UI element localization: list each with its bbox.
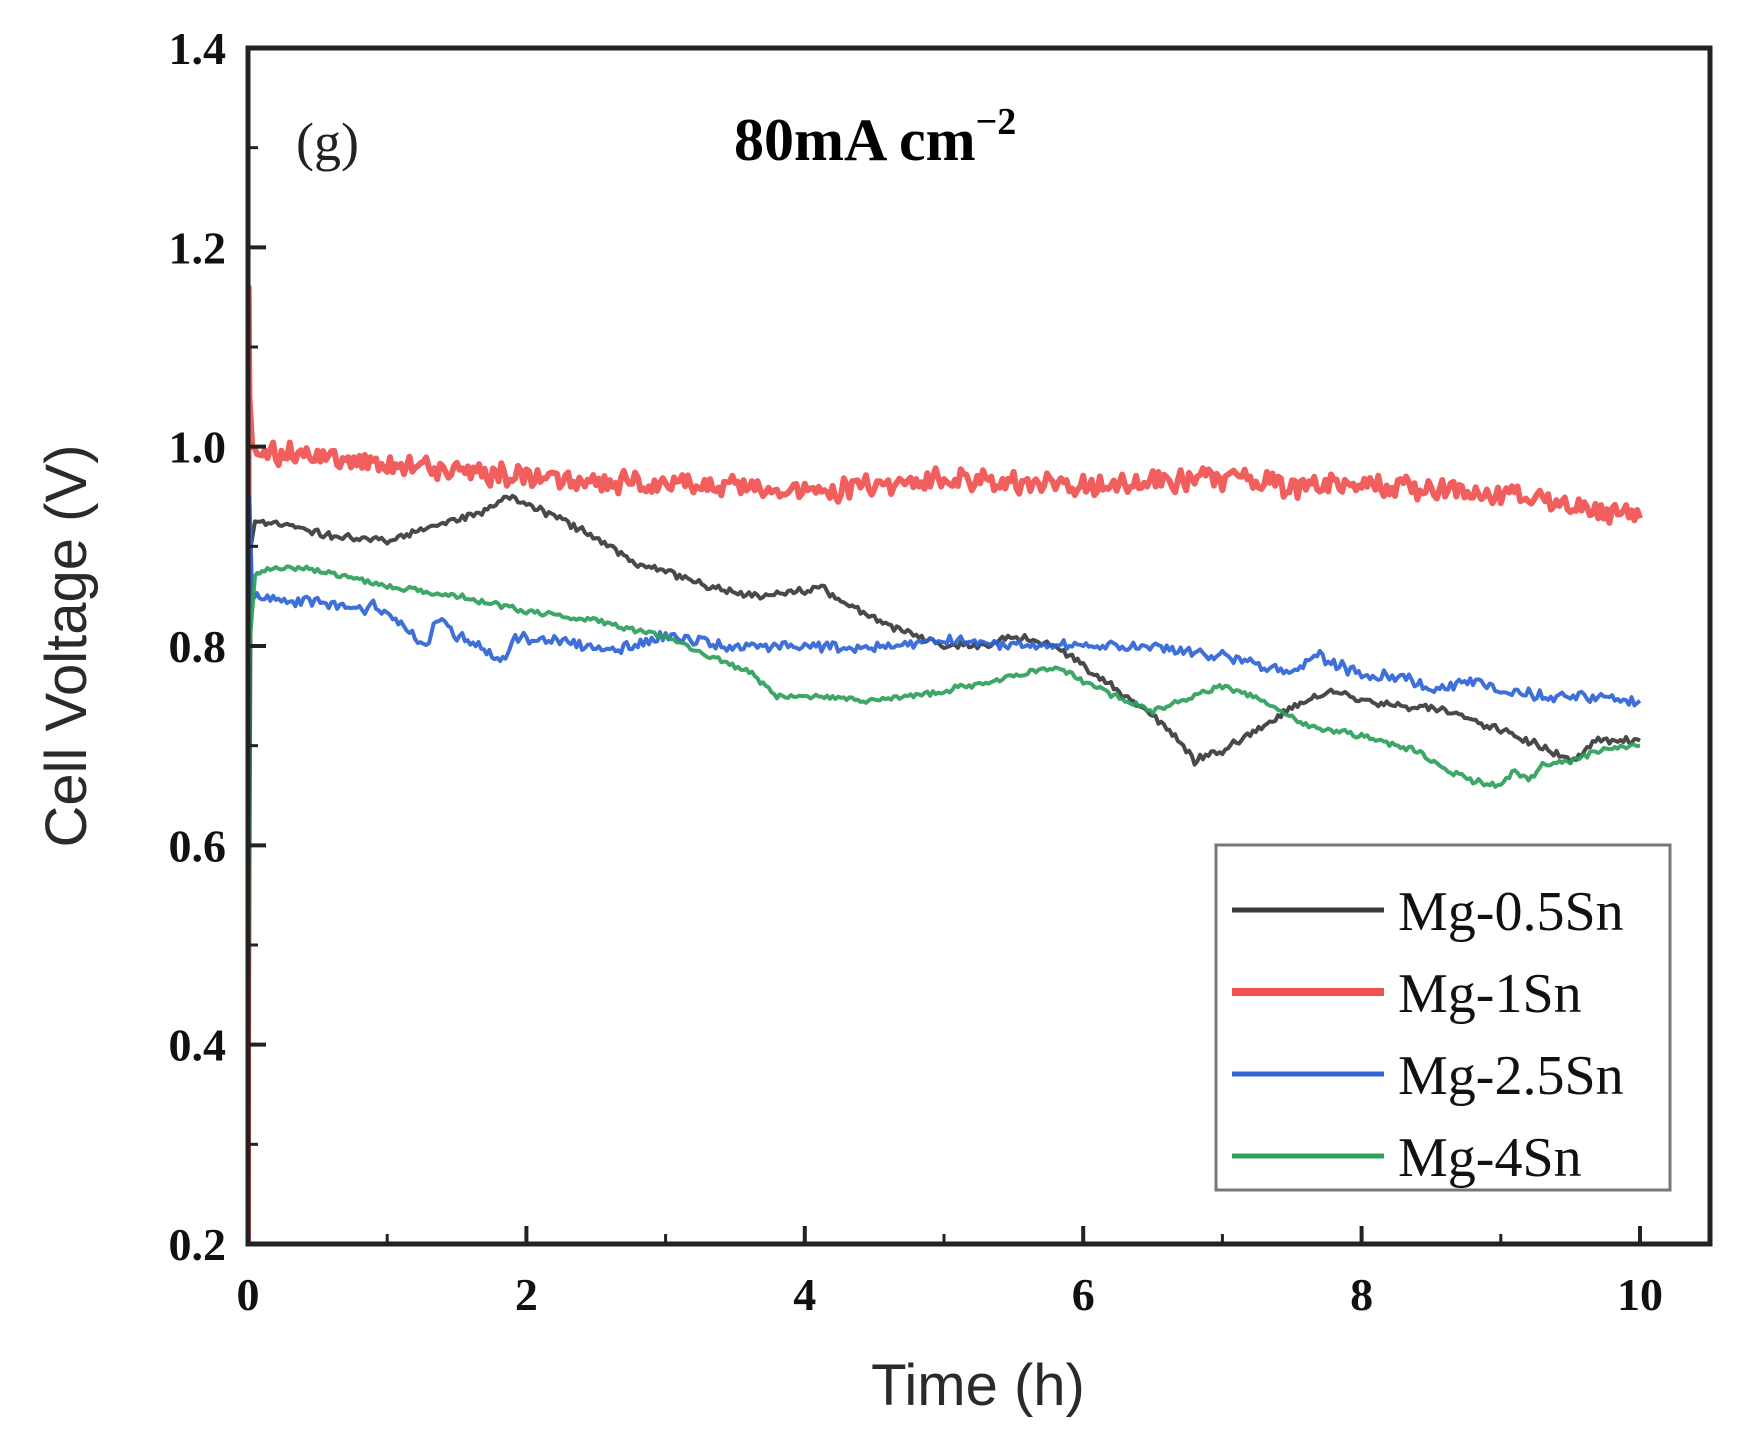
x-axis-title: Time (h)	[871, 1353, 1085, 1418]
x-tick-label: 4	[793, 1269, 816, 1320]
series-line-mg-2-5sn	[248, 494, 1642, 1065]
legend-label-mg-1sn: Mg-1Sn	[1398, 963, 1582, 1025]
y-tick-label: 1.2	[169, 222, 227, 273]
panel-label: (g)	[296, 112, 359, 172]
legend-label-mg-4sn: Mg-4Sn	[1398, 1127, 1582, 1189]
y-tick-label: 1.0	[169, 422, 227, 473]
y-tick-label: 0.8	[169, 621, 227, 672]
legend-label-mg-0-5sn: Mg-0.5Sn	[1398, 881, 1624, 943]
x-tick-label: 8	[1350, 1269, 1373, 1320]
x-tick-label: 0	[237, 1269, 260, 1320]
legend-box	[1214, 843, 1672, 1192]
x-tick-label: 6	[1072, 1269, 1095, 1320]
ticks-layer: 0 2 4 6 8 10 0.2 0.4 0.6 0.8 1.0 1.2 1.4	[169, 23, 1664, 1320]
y-axis-title: Cell Voltage (V)	[34, 445, 99, 848]
legend-items: Mg-0.5Sn Mg-1Sn Mg-2.5Sn Mg-4Sn	[1232, 881, 1624, 1189]
y-tick-label: 0.6	[169, 820, 227, 871]
series-line-mg-4sn	[248, 564, 1641, 1244]
chart-title: 80mA cm−2	[734, 101, 1016, 173]
series-line-mg-1sn	[248, 284, 1643, 1244]
series-layer	[248, 284, 1643, 1244]
chart-title-superscript: −2	[976, 101, 1017, 143]
y-tick-label: 0.2	[169, 1219, 227, 1270]
y-tick-label: 1.4	[169, 23, 227, 74]
legend: Mg-0.5Sn Mg-1Sn Mg-2.5Sn Mg-4Sn	[1214, 843, 1672, 1192]
chart-title-main: 80mA cm	[734, 107, 976, 173]
legend-label-mg-2-5sn: Mg-2.5Sn	[1398, 1045, 1624, 1107]
x-tick-label: 10	[1617, 1269, 1663, 1320]
series-line-mg-0-5sn	[248, 493, 1641, 1244]
y-tick-label: 0.4	[169, 1020, 227, 1071]
x-tick-label: 2	[515, 1269, 538, 1320]
